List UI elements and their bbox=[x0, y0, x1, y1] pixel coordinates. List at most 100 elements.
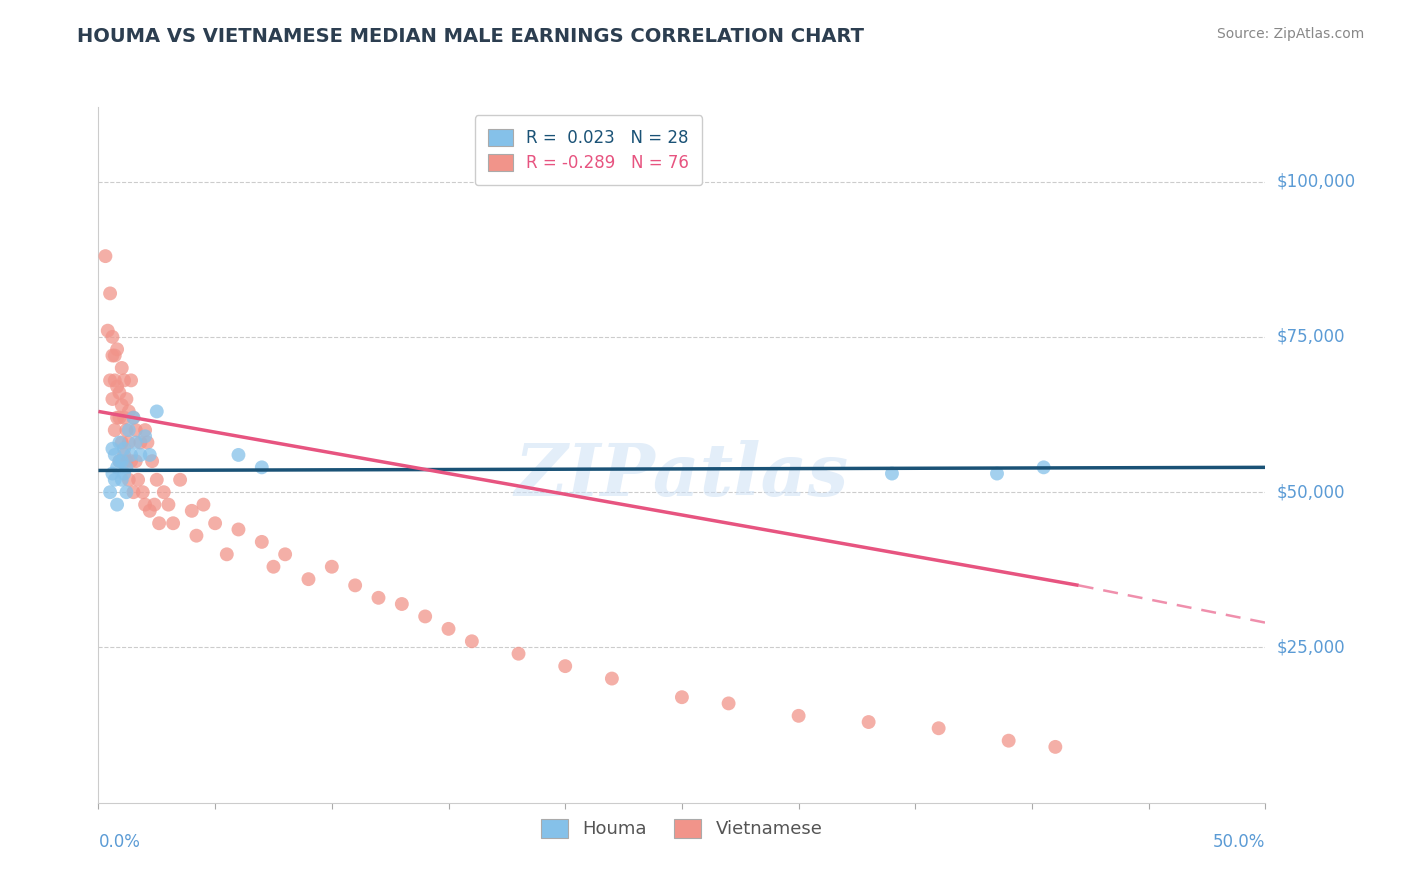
Point bbox=[250, 534, 273, 549]
Point bbox=[146, 473, 169, 487]
Point bbox=[162, 516, 184, 531]
Point bbox=[111, 435, 134, 450]
Point bbox=[98, 373, 121, 387]
Point bbox=[139, 504, 162, 518]
Point bbox=[152, 485, 174, 500]
Point bbox=[120, 448, 142, 462]
Point bbox=[508, 647, 530, 661]
Point bbox=[118, 473, 141, 487]
Point bbox=[111, 398, 134, 412]
Point bbox=[997, 733, 1019, 747]
Text: ZIPatlas: ZIPatlas bbox=[515, 441, 849, 511]
Point bbox=[437, 622, 460, 636]
Point bbox=[461, 634, 484, 648]
Point bbox=[157, 498, 180, 512]
Point bbox=[101, 349, 124, 363]
Point bbox=[1032, 460, 1054, 475]
Point bbox=[122, 410, 145, 425]
Point bbox=[787, 708, 810, 723]
Point bbox=[111, 473, 134, 487]
Text: 0.0%: 0.0% bbox=[98, 833, 141, 851]
Point bbox=[125, 423, 148, 437]
Point bbox=[215, 547, 238, 561]
Point bbox=[111, 454, 134, 468]
Point bbox=[141, 454, 163, 468]
Point bbox=[262, 559, 284, 574]
Point bbox=[104, 423, 127, 437]
Point bbox=[108, 410, 131, 425]
Point bbox=[139, 448, 162, 462]
Point bbox=[104, 373, 127, 387]
Text: 50.0%: 50.0% bbox=[1213, 833, 1265, 851]
Point bbox=[118, 435, 141, 450]
Text: $25,000: $25,000 bbox=[1277, 639, 1346, 657]
Point bbox=[858, 714, 880, 729]
Point bbox=[105, 410, 128, 425]
Point bbox=[186, 529, 208, 543]
Point bbox=[108, 454, 131, 468]
Point bbox=[115, 454, 138, 468]
Text: $75,000: $75,000 bbox=[1277, 328, 1346, 346]
Point bbox=[180, 504, 202, 518]
Point bbox=[112, 410, 135, 425]
Point bbox=[250, 460, 273, 475]
Point bbox=[122, 485, 145, 500]
Point bbox=[134, 498, 156, 512]
Point bbox=[169, 473, 191, 487]
Point bbox=[986, 467, 1008, 481]
Text: Source: ZipAtlas.com: Source: ZipAtlas.com bbox=[1216, 27, 1364, 41]
Point bbox=[111, 360, 134, 375]
Point bbox=[413, 609, 436, 624]
Point bbox=[115, 392, 138, 406]
Point bbox=[125, 435, 148, 450]
Point bbox=[105, 498, 128, 512]
Point bbox=[134, 429, 156, 443]
Point bbox=[97, 324, 120, 338]
Point bbox=[115, 485, 138, 500]
Point bbox=[228, 448, 250, 462]
Point bbox=[98, 485, 121, 500]
Point bbox=[112, 373, 135, 387]
Point bbox=[321, 559, 343, 574]
Point bbox=[118, 423, 141, 437]
Point bbox=[120, 454, 142, 468]
Point bbox=[112, 442, 135, 456]
Point bbox=[600, 672, 623, 686]
Point bbox=[101, 330, 124, 344]
Point bbox=[671, 690, 693, 705]
Point bbox=[391, 597, 413, 611]
Point bbox=[101, 442, 124, 456]
Point bbox=[129, 435, 152, 450]
Point bbox=[148, 516, 170, 531]
Point bbox=[134, 423, 156, 437]
Point bbox=[105, 379, 128, 393]
Point bbox=[228, 523, 250, 537]
Point bbox=[101, 392, 124, 406]
Point bbox=[112, 467, 135, 481]
Point bbox=[118, 404, 141, 418]
Point bbox=[98, 286, 121, 301]
Text: HOUMA VS VIETNAMESE MEDIAN MALE EARNINGS CORRELATION CHART: HOUMA VS VIETNAMESE MEDIAN MALE EARNINGS… bbox=[77, 27, 865, 45]
Point bbox=[108, 454, 131, 468]
Point bbox=[717, 697, 740, 711]
Point bbox=[129, 448, 152, 462]
Point bbox=[105, 460, 128, 475]
Point bbox=[108, 385, 131, 400]
Point bbox=[146, 404, 169, 418]
Point bbox=[367, 591, 389, 605]
Point bbox=[274, 547, 297, 561]
Point bbox=[122, 410, 145, 425]
Point bbox=[94, 249, 117, 263]
Point bbox=[104, 473, 127, 487]
Point bbox=[104, 448, 127, 462]
Point bbox=[204, 516, 226, 531]
Point bbox=[132, 485, 155, 500]
Point bbox=[880, 467, 903, 481]
Point bbox=[127, 473, 149, 487]
Point bbox=[112, 448, 135, 462]
Point bbox=[108, 435, 131, 450]
Point bbox=[554, 659, 576, 673]
Point bbox=[193, 498, 215, 512]
Text: $50,000: $50,000 bbox=[1277, 483, 1346, 501]
Point bbox=[101, 467, 124, 481]
